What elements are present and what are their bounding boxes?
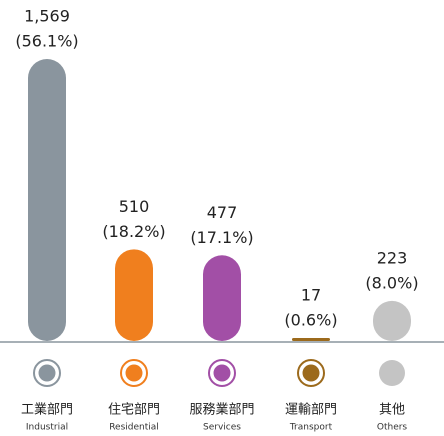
- bar: [292, 337, 330, 341]
- value-label: 223: [377, 248, 408, 267]
- percent-label: (8.0%): [365, 273, 418, 292]
- category-label: 運輸部門: [285, 403, 337, 418]
- category-label-en: Services: [203, 423, 241, 433]
- category-label: 其他: [379, 403, 405, 418]
- bar: [28, 59, 66, 341]
- category-label-en: Industrial: [26, 423, 68, 433]
- value-label: 1,569: [24, 7, 70, 26]
- category-icon: [302, 364, 320, 382]
- bar: [203, 255, 241, 341]
- percent-label: (18.2%): [102, 222, 165, 241]
- category-label-en: Transport: [289, 423, 333, 433]
- category-label: 住宅部門: [108, 403, 160, 418]
- category-label-en: Others: [377, 423, 408, 433]
- category-icon: [125, 364, 143, 382]
- value-label: 17: [301, 285, 321, 304]
- category-icon: [38, 364, 56, 382]
- category-icon: [379, 360, 405, 386]
- bar: [115, 249, 153, 341]
- category-icon: [213, 364, 231, 382]
- value-label: 510: [119, 197, 150, 216]
- category-label-en: Residential: [109, 423, 159, 433]
- value-label: 477: [207, 203, 238, 222]
- percent-label: (0.6%): [284, 310, 337, 329]
- percent-label: (56.1%): [15, 32, 78, 51]
- category-label: 工業部門: [21, 402, 73, 418]
- bar: [373, 300, 411, 341]
- category-label: 服務業部門: [189, 402, 254, 418]
- percent-label: (17.1%): [190, 228, 253, 247]
